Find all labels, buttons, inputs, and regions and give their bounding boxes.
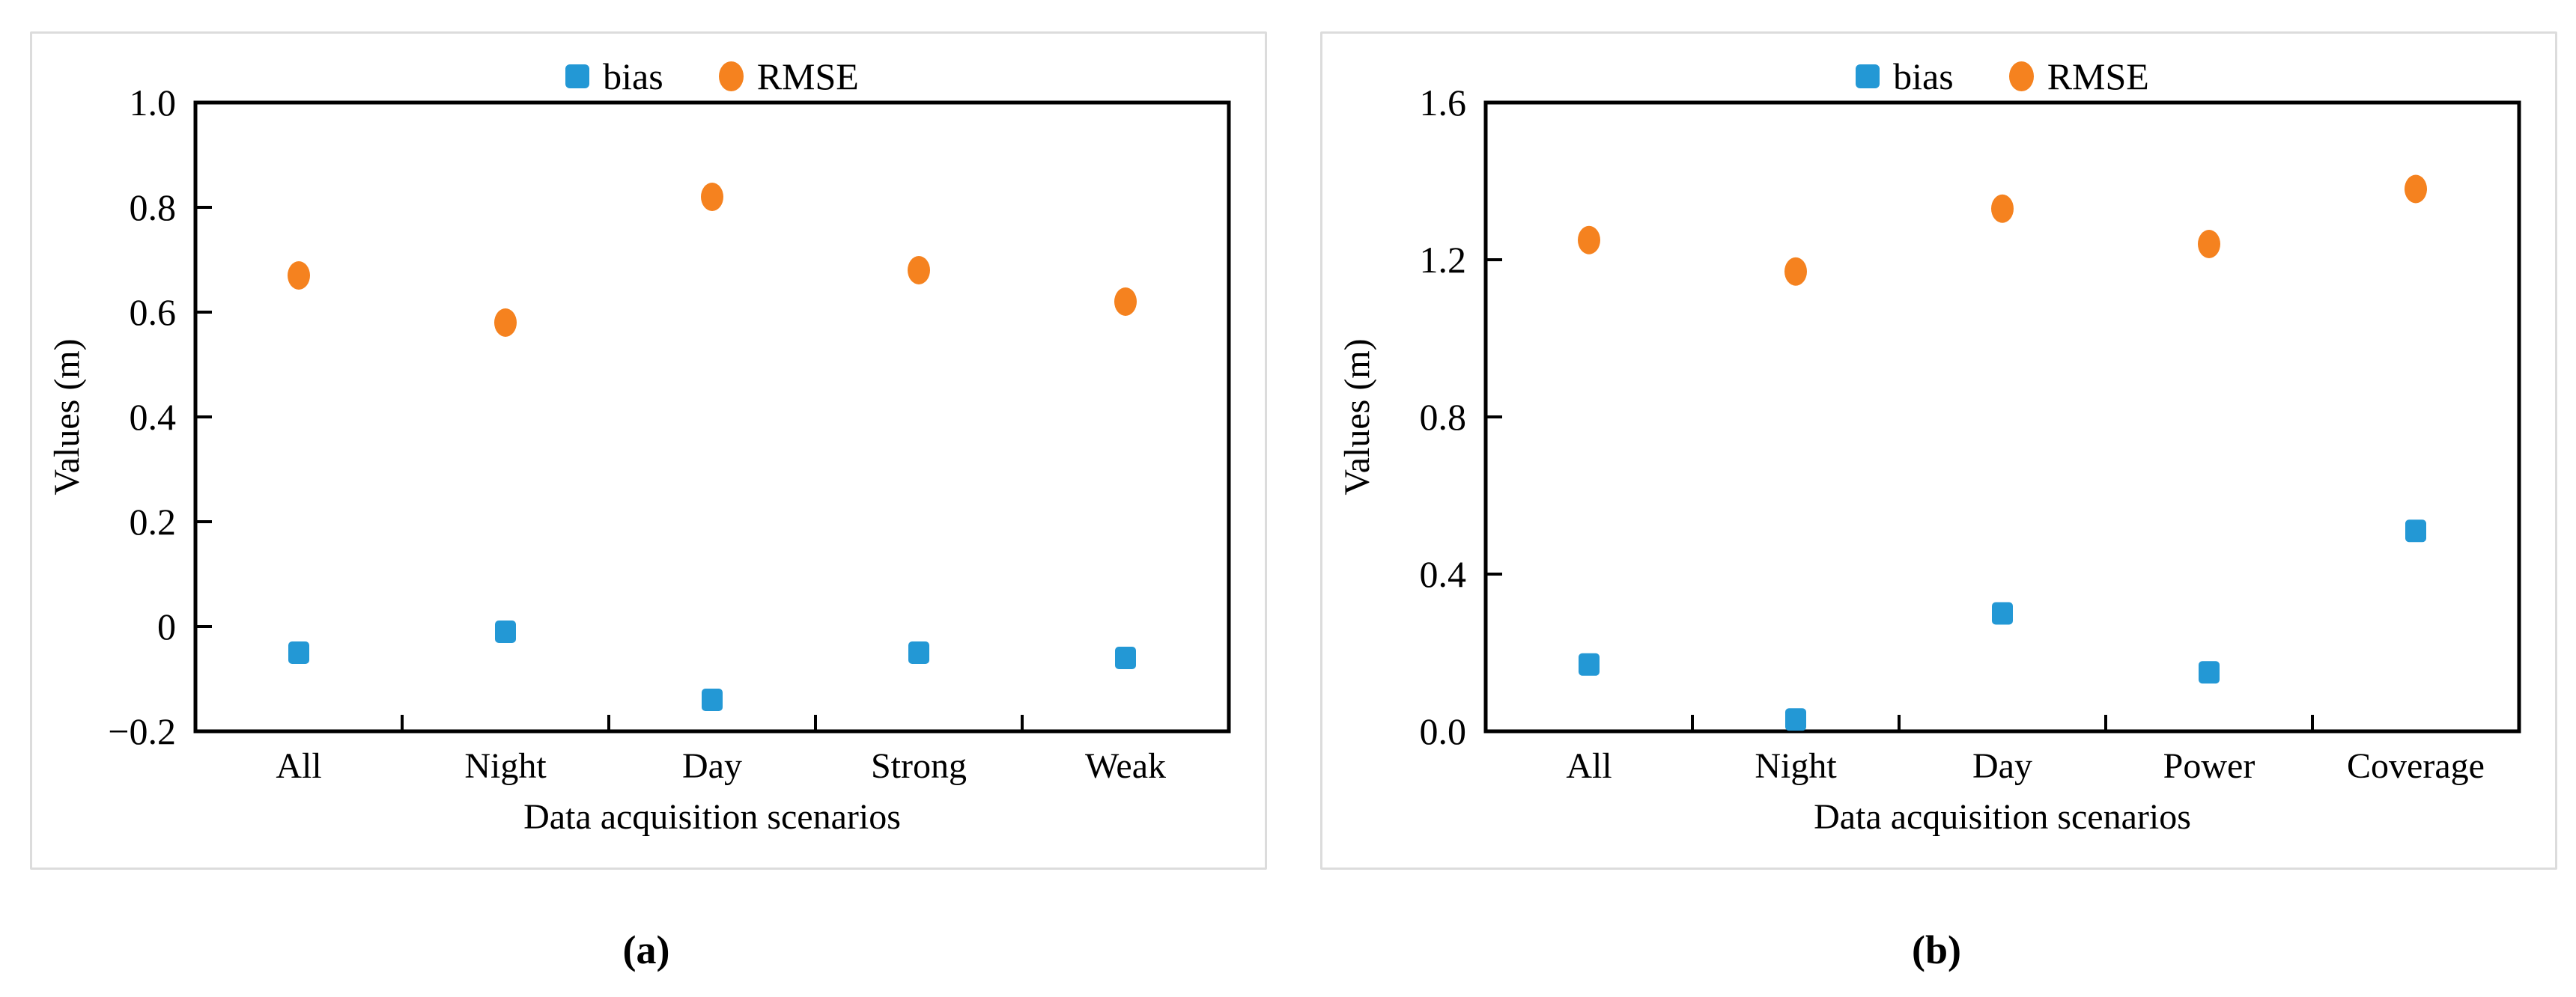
legend-label-rmse: RMSE (2047, 55, 2149, 97)
y-tick-label: 0.2 (130, 501, 177, 543)
legend-item-bias: bias (1856, 55, 1954, 98)
bias-square-swatch (565, 64, 590, 88)
marker-bias-Night (495, 621, 516, 643)
x-category-label: Night (1755, 746, 1837, 786)
marker-RMSE-Day (1991, 194, 2014, 223)
marker-bias-Strong (908, 641, 929, 664)
y-tick-label: 1.0 (130, 82, 177, 124)
y-tick-label: 0.4 (1420, 553, 1467, 595)
marker-bias-Power (2199, 661, 2220, 684)
marker-RMSE-Night (1784, 257, 1807, 286)
marker-bias-Weak (1115, 647, 1136, 669)
marker-RMSE-All (1578, 225, 1600, 254)
chart-a-plot: 1.0 0.8 0.6 0.4 0.2 0 −0.2 All Night Day Strong Wea… (47, 82, 1231, 837)
legend-b: bias RMSE (1486, 55, 2519, 98)
rmse-circle-swatch (718, 61, 744, 91)
marker-RMSE-Weak (1114, 287, 1137, 316)
marker-bias-Night (1785, 708, 1806, 731)
x-category-label: Strong (871, 746, 967, 786)
y-tick-label: 0.6 (130, 291, 177, 333)
x-category-label: Power (2163, 746, 2255, 786)
x-category-label: Weak (1085, 746, 1166, 786)
caption-a: (a) (622, 927, 670, 972)
y-tick-label: 0.8 (1420, 396, 1467, 438)
y-tick-label: 0.8 (130, 186, 177, 228)
x-axis-title: Data acquisition scenarios (1814, 797, 2191, 837)
legend-label-rmse: RMSE (756, 55, 859, 97)
marker-bias-Coverage (2405, 519, 2426, 543)
y-axis-title: Values (m) (47, 338, 87, 495)
y-axis-title: Values (m) (1337, 338, 1377, 495)
legend-label-bias: bias (603, 55, 663, 97)
y-tick-label: 1.2 (1420, 239, 1467, 281)
x-category-label: All (1566, 746, 1611, 786)
legend-label-bias: bias (1893, 55, 1954, 97)
marker-bias-Day (1992, 602, 2013, 625)
legend-a: bias RMSE (195, 55, 1229, 98)
legend-item-rmse: RMSE (2008, 55, 2149, 98)
y-tick-label: 0.4 (130, 396, 177, 438)
marker-bias-All (288, 641, 309, 664)
rmse-circle-swatch (2008, 61, 2034, 91)
x-category-label: Coverage (2347, 746, 2485, 786)
legend-item-bias: bias (565, 55, 663, 98)
marker-RMSE-Night (494, 308, 517, 337)
x-category-label: Day (682, 746, 742, 786)
y-tick-label: 1.6 (1420, 82, 1467, 124)
marker-RMSE-Coverage (2405, 174, 2427, 204)
marker-RMSE-Strong (908, 256, 930, 284)
chart-b-plot: 1.6 1.2 0.8 0.4 0.0 All Night Day Power Coverage D… (1337, 82, 2521, 837)
x-category-label: Day (1972, 746, 2032, 786)
bias-square-swatch (1856, 64, 1880, 88)
x-axis-title: Data acquisition scenarios (523, 797, 901, 837)
panel-b: 1.6 1.2 0.8 0.4 0.0 All Night Day Power Coverage D… (1320, 31, 2557, 870)
y-tick-label: −0.2 (108, 710, 176, 752)
caption-b: (b) (1912, 927, 1961, 972)
marker-bias-All (1579, 653, 1600, 676)
legend-item-rmse: RMSE (718, 55, 859, 98)
marker-bias-Day (702, 689, 723, 711)
panel-a: 1.0 0.8 0.6 0.4 0.2 0 −0.2 All Night Day Strong Wea… (30, 31, 1267, 870)
marker-RMSE-Power (2198, 230, 2220, 258)
x-category-label: Night (464, 746, 547, 786)
marker-RMSE-Day (701, 183, 723, 211)
y-tick-label: 0 (157, 606, 176, 647)
marker-RMSE-All (288, 261, 310, 290)
y-tick-label: 0.0 (1420, 710, 1467, 752)
x-category-label: All (276, 746, 321, 786)
